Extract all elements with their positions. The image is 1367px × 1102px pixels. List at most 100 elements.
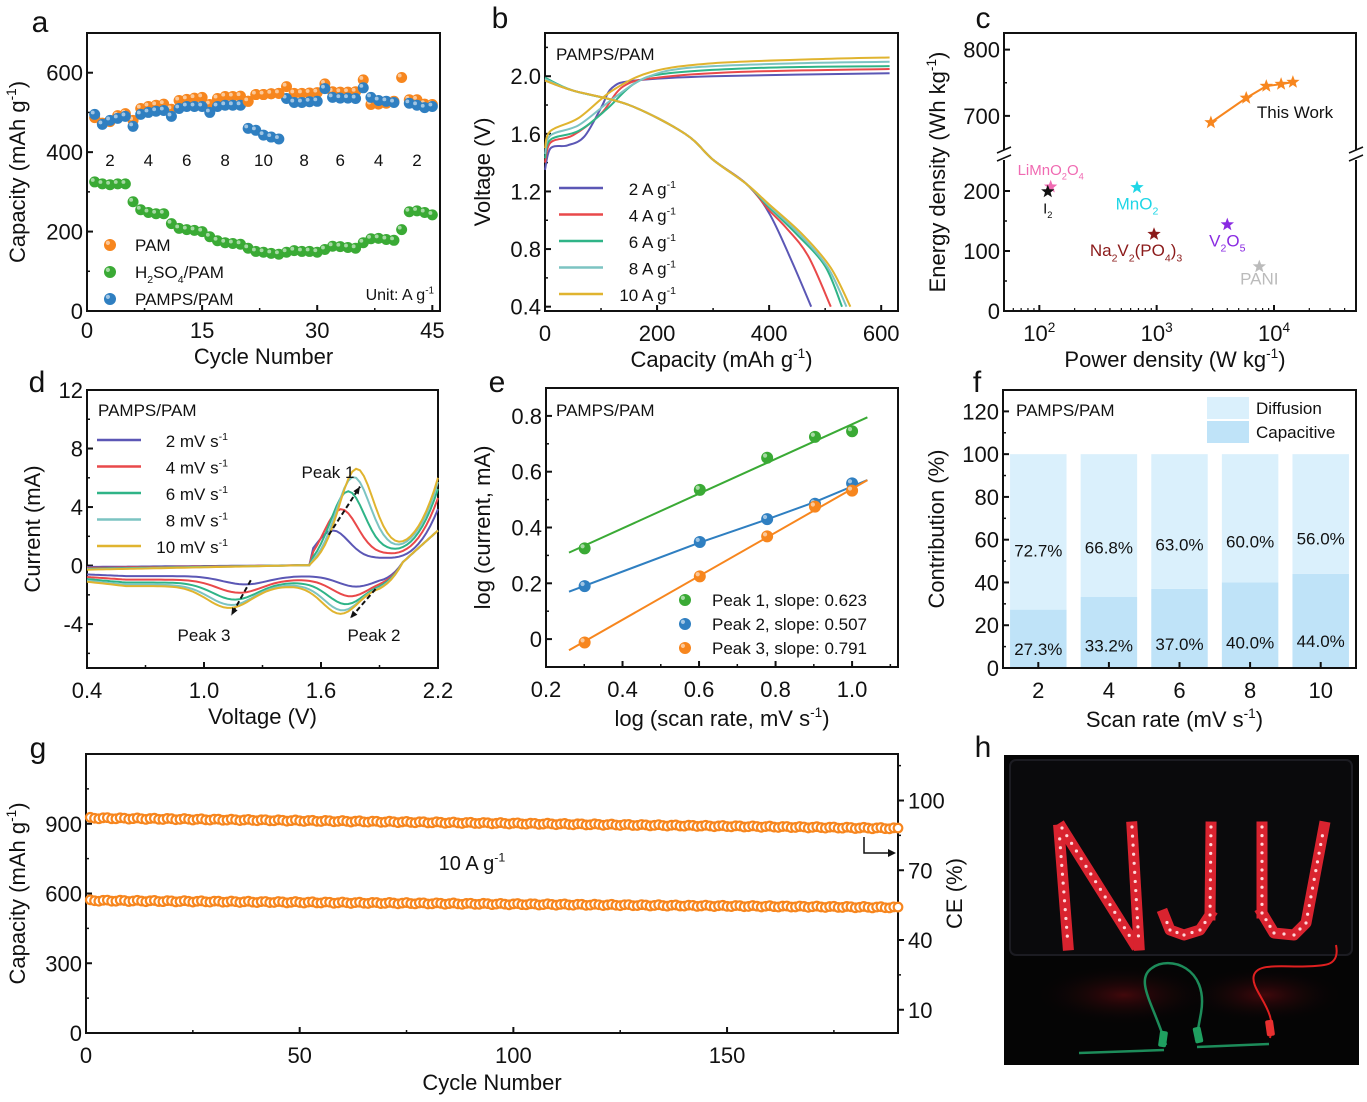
x-tick-label: 50 xyxy=(287,1043,311,1068)
text-span: 2 xyxy=(1112,252,1118,264)
text-span: 10 xyxy=(1023,321,1047,346)
panel-letter-c: c xyxy=(976,2,991,35)
led-dot xyxy=(1260,877,1264,881)
text-span: 4 mV s xyxy=(166,459,219,478)
panel-letter-d: d xyxy=(29,366,46,399)
text-span: 10 A g xyxy=(619,286,666,305)
bar-diffusion xyxy=(1151,454,1208,589)
y-tick-label: 8 xyxy=(71,437,83,462)
y-tick-label: 800 xyxy=(963,38,1000,63)
led-dot xyxy=(1175,930,1179,935)
text-span: -1 xyxy=(667,205,677,217)
led-dot xyxy=(1314,869,1318,873)
led-dot xyxy=(1132,852,1136,856)
y-tick-label: 200 xyxy=(963,179,1000,204)
legend-label: Capacitive xyxy=(1256,423,1335,442)
bar-capacitive xyxy=(1292,573,1349,668)
led-dot xyxy=(1133,879,1137,884)
led-dot xyxy=(1315,860,1320,864)
text-span: 2 xyxy=(1048,320,1056,335)
point-highlight xyxy=(580,544,585,549)
point-highlight xyxy=(205,100,210,105)
bar-capacitive xyxy=(1080,597,1138,668)
text-span: O xyxy=(1067,162,1079,179)
chart-title: PAMPS/PAM xyxy=(1016,401,1115,420)
point-highlight xyxy=(344,88,348,93)
point-highlight xyxy=(190,226,195,231)
point-highlight xyxy=(397,73,402,78)
bar-label-capacitive: 27.3% xyxy=(1014,640,1062,659)
plot-frame xyxy=(544,32,899,312)
data-point-h2so4-pam xyxy=(127,196,139,208)
point-highlight xyxy=(167,112,172,117)
point-highlight xyxy=(428,102,433,107)
led-dot xyxy=(1070,841,1074,845)
led-dot xyxy=(1122,926,1126,930)
y-tick-label: 0 xyxy=(71,299,83,324)
point-highlight xyxy=(113,180,118,184)
led-dot xyxy=(1208,913,1212,917)
data-point-capacity xyxy=(892,901,904,913)
point-highlight xyxy=(236,92,241,97)
point-highlight xyxy=(367,234,371,239)
legend-marker xyxy=(679,594,691,606)
data-point xyxy=(846,425,859,438)
point-highlight xyxy=(344,94,348,99)
y-right-tick-label: 40 xyxy=(908,928,932,953)
text-span: PAMPS/PAM xyxy=(135,290,234,309)
led-dot xyxy=(1310,886,1315,890)
point-highlight xyxy=(98,180,103,184)
chart-title: PAMPS/PAM xyxy=(556,401,655,420)
text-span: Scan rate (mV s xyxy=(1086,707,1244,732)
point-highlight xyxy=(144,102,149,107)
text-span: 6 mV s xyxy=(166,485,219,504)
legend-label: 10 A g-1 xyxy=(619,285,676,305)
led-dot xyxy=(1098,887,1102,891)
led-dot xyxy=(1260,868,1264,872)
text-span: 10 xyxy=(1258,321,1282,346)
led-dot xyxy=(1130,825,1134,829)
point-highlight xyxy=(313,97,318,102)
y-tick-label: 900 xyxy=(45,812,82,837)
point-highlight xyxy=(321,79,325,84)
charge-curve xyxy=(544,60,890,155)
led-dot xyxy=(1127,933,1131,937)
y-tick-label: 0.8 xyxy=(510,237,541,262)
y-right-axis-label: CE (%) xyxy=(942,858,967,929)
y-tick-label: 1.2 xyxy=(510,179,541,204)
bar-label-diffusion: 56.0% xyxy=(1297,529,1345,548)
text-span: PAM xyxy=(135,236,171,255)
green-clip xyxy=(1158,1030,1168,1048)
bar-label-capacitive: 44.0% xyxy=(1297,632,1345,651)
data-point-pamps-pam xyxy=(357,82,369,94)
data-point-h2so4-pam xyxy=(119,178,131,190)
led-dot xyxy=(1131,843,1135,847)
green-wire-2 xyxy=(1196,1042,1270,1049)
point-highlight xyxy=(198,102,203,107)
text-span: 4 xyxy=(1282,320,1290,335)
legend-label: PAMPS/PAM xyxy=(135,290,234,309)
text-span: MnO xyxy=(1116,194,1153,213)
text-span: ) xyxy=(1278,347,1285,372)
point-highlight xyxy=(259,131,264,136)
led-dot xyxy=(1209,834,1213,838)
y-tick-label: 100 xyxy=(962,442,999,467)
led-dot xyxy=(1208,878,1212,882)
plot-frame xyxy=(1003,32,1357,312)
point-highlight xyxy=(159,106,164,111)
point-highlight xyxy=(321,84,325,89)
green-wire xyxy=(1078,1048,1165,1055)
panel-letter-h: h xyxy=(975,731,992,764)
point-highlight xyxy=(106,116,111,121)
point-highlight xyxy=(205,108,210,113)
led-dot xyxy=(1209,843,1213,847)
text-span: ) xyxy=(1171,241,1177,260)
text-span: 2 xyxy=(1152,206,1158,218)
text-span: Power density (W kg xyxy=(1064,347,1266,372)
data-point-pamps-pam xyxy=(165,110,177,122)
led-dot xyxy=(1260,834,1264,838)
y-axis-label: Energy density (Wh kg-1) xyxy=(924,52,950,293)
text-span: ) xyxy=(5,802,30,809)
green-wire-loop xyxy=(1143,961,1204,1046)
point-highlight xyxy=(344,243,348,248)
